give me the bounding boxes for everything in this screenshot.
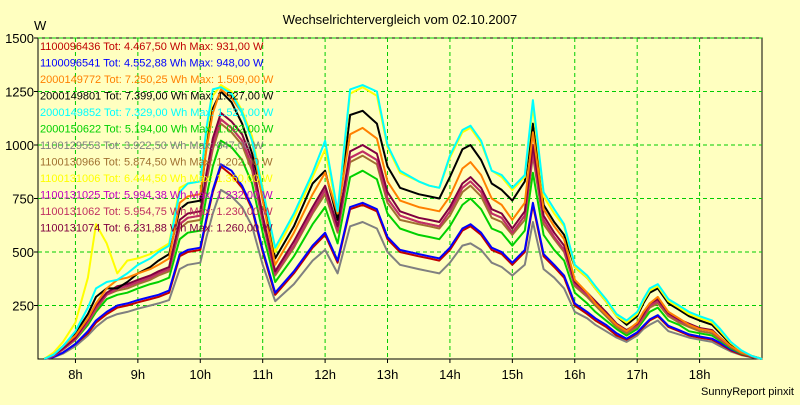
x-tick-label: 10h bbox=[189, 367, 211, 382]
legend-entry: 2000149772 Tot: 7.250,25 Wh Max: 1.509,0… bbox=[40, 74, 274, 86]
series-line bbox=[43, 163, 763, 360]
series-line bbox=[43, 88, 763, 360]
x-tick-label: 16h bbox=[564, 367, 586, 382]
series-line bbox=[43, 139, 763, 360]
y-tick-label: 500 bbox=[12, 245, 34, 260]
axes: 8h 9h 10h 11h 12h 13h 14h 15h 16h 17h 18h 250 500 750… bbox=[5, 31, 710, 382]
legend: 1100096436 Tot: 4.467,50 Wh Max: 931,00 … bbox=[40, 41, 274, 235]
series-lines bbox=[43, 84, 763, 360]
x-tick-label: 11h bbox=[252, 367, 273, 382]
y-tick-label: 1250 bbox=[5, 85, 34, 100]
legend-entry: 1100129553 Tot: 3.922,50 Wh Max: 847,00 … bbox=[40, 140, 264, 152]
series-line bbox=[43, 84, 763, 360]
chart-title: Wechselrichtervergleich vom 02.10.2007 bbox=[283, 12, 518, 27]
y-tick-label: 250 bbox=[12, 299, 34, 314]
series-line bbox=[43, 122, 763, 360]
x-tick-label: 15h bbox=[501, 367, 523, 382]
x-tick-label: 12h bbox=[314, 367, 336, 382]
x-tick-label: 13h bbox=[377, 367, 399, 382]
series-line bbox=[44, 188, 763, 360]
legend-entry: 1100131074 Tot: 6.231,88 Wh Max: 1.260,0… bbox=[40, 223, 273, 235]
series-line bbox=[43, 118, 763, 360]
y-axis-unit-label: W bbox=[34, 18, 47, 33]
x-tick-label: 18h bbox=[689, 367, 711, 382]
legend-entry: 1100131006 Tot: 6.444,50 Wh Max: 1.360,0… bbox=[40, 173, 273, 185]
legend-entry: 2000149852 Tot: 7.329,00 Wh Max: 1.527,0… bbox=[40, 107, 274, 119]
x-tick-label: 17h bbox=[626, 367, 648, 382]
legend-entry: 2000150622 Tot: 5.194,00 Wh Max: 1.092,0… bbox=[40, 124, 274, 136]
legend-entry: 1100131062 Tot: 5.954,75 Wh Max: 1.230,0… bbox=[40, 206, 273, 218]
y-tick-label: 750 bbox=[12, 192, 34, 207]
legend-entry: 1100096436 Tot: 4.467,50 Wh Max: 931,00 … bbox=[40, 41, 264, 53]
legend-entry: 2000149801 Tot: 7.399,00 Wh Max: 1.527,0… bbox=[40, 91, 274, 103]
x-tick-label: 9h bbox=[131, 367, 145, 382]
legend-entry: 1100131025 Tot: 5.994,38 Wh Max: 1.232,0… bbox=[40, 190, 273, 202]
y-tick-label: 1500 bbox=[5, 31, 34, 46]
x-tick-label: 8h bbox=[68, 367, 82, 382]
legend-entry: 1100096541 Tot: 4.552,88 Wh Max: 948,00 … bbox=[40, 58, 264, 70]
legend-entry: 1100130966 Tot: 5.874,50 Wh Max: 1.202,0… bbox=[40, 157, 273, 169]
x-tick-label: 14h bbox=[439, 367, 461, 382]
y-tick-label: 1000 bbox=[5, 138, 34, 153]
series-line bbox=[43, 90, 763, 360]
footer-credit: SunnyReport pinxit bbox=[701, 386, 794, 398]
